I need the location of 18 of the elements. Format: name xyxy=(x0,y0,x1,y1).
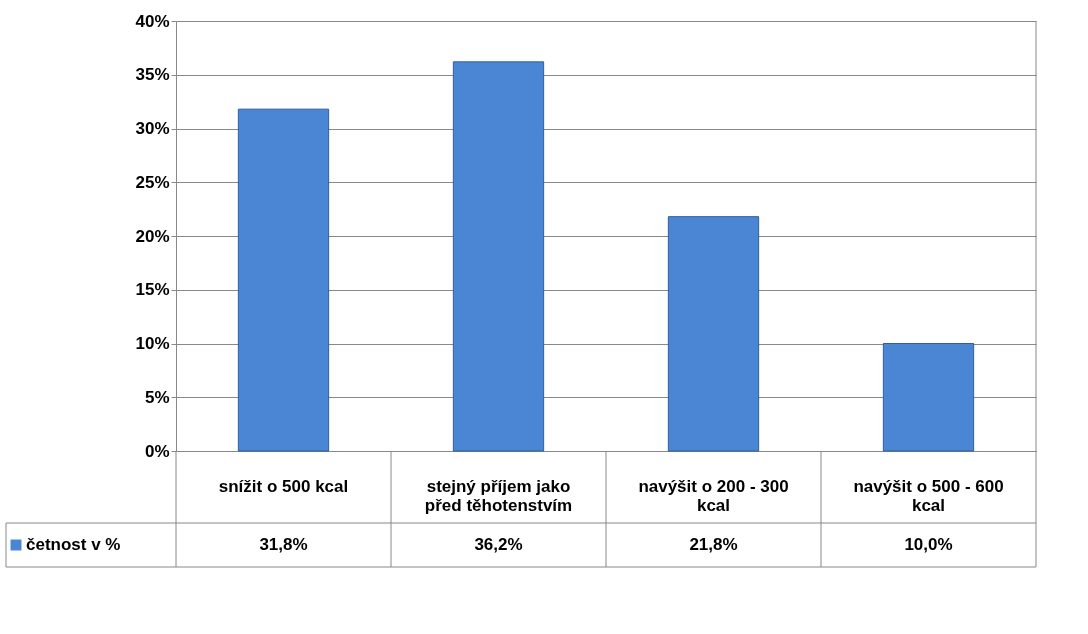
y-tick-label: 40% xyxy=(135,11,170,31)
y-tick-label: 35% xyxy=(135,65,170,85)
legend-label: četnost v % xyxy=(26,535,121,554)
x-tick-label: navýšit o 200 - 300 kcal xyxy=(638,477,789,515)
data-label: 31,8% xyxy=(259,535,308,554)
y-tick-label: 20% xyxy=(135,226,170,246)
data-label: 10,0% xyxy=(904,535,953,554)
x-tick-label: snížit o 500 kcal xyxy=(218,477,349,496)
y-tick-label: 25% xyxy=(135,172,170,192)
data-label: 21,8% xyxy=(689,535,738,554)
x-tick-label: navýšit o 500 - 600 kcal xyxy=(853,477,1004,515)
y-tick-label: 30% xyxy=(135,119,170,138)
y-tick-label: 10% xyxy=(135,334,170,353)
y-tick-label: 5% xyxy=(144,387,170,407)
y-tick-label: 0% xyxy=(144,441,170,461)
x-tick-label: stejný příjem jako před těhotenstvím xyxy=(424,477,573,515)
y-tick-label: 15% xyxy=(135,280,170,300)
data-label: 36,2% xyxy=(474,535,523,554)
